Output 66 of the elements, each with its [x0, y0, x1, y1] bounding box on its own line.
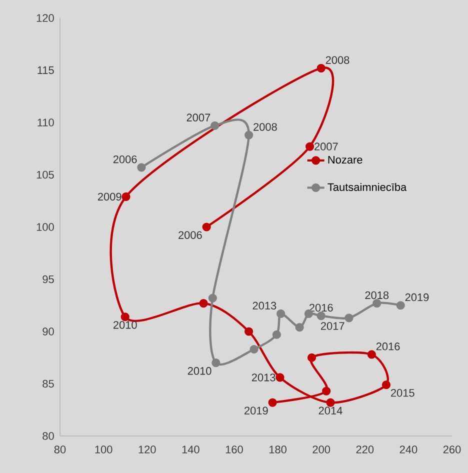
annotation: 2016 — [309, 304, 333, 312]
annotation: 2016 — [376, 342, 400, 350]
point — [268, 398, 277, 407]
point — [244, 130, 254, 140]
y-tick-label: 110 — [38, 118, 54, 126]
annotation: 2006 — [113, 155, 137, 164]
point — [137, 163, 146, 172]
point — [316, 64, 326, 72]
y-tick-label: 95 — [42, 275, 54, 284]
x-tick-label: 140 — [182, 446, 200, 454]
point — [295, 323, 304, 332]
annotation: 2008 — [254, 123, 277, 131]
annotation: 2017 — [320, 322, 344, 330]
annotation: 2006 — [178, 231, 202, 239]
y-tick-label: 100 — [36, 223, 54, 231]
annotation: 2009 — [98, 192, 122, 201]
y-tick-label: 80 — [42, 432, 54, 440]
x-tick-label: 260 — [443, 446, 461, 454]
annotation: 2019 — [405, 293, 429, 302]
point — [208, 294, 217, 302]
x-tick-label: 80 — [54, 446, 66, 454]
x-tick-label: 100 — [95, 446, 112, 454]
point — [344, 314, 354, 322]
annotation: 2014 — [318, 406, 342, 415]
y-tick-label: 120 — [36, 14, 54, 22]
point — [316, 312, 326, 320]
point — [276, 309, 286, 318]
point — [244, 327, 254, 336]
annotation: 2010 — [113, 321, 137, 329]
x-tick-label: 120 — [138, 446, 156, 454]
y-tick-label: 105 — [36, 170, 54, 179]
annotation: 2010 — [188, 367, 212, 375]
annotation: 2007 — [314, 142, 338, 150]
annotation: 2008 — [326, 56, 350, 64]
point — [212, 358, 220, 368]
x-tick-label: 240 — [400, 446, 418, 454]
point — [272, 330, 281, 339]
point — [210, 121, 220, 130]
point — [199, 298, 208, 308]
annotation: 2013 — [252, 374, 276, 382]
y-tick-label: 85 — [42, 380, 54, 388]
y-tick-label: 115 — [38, 66, 54, 74]
point — [396, 301, 405, 310]
point — [202, 222, 211, 232]
point — [122, 192, 130, 201]
annotation: 2015 — [390, 389, 414, 397]
point — [307, 353, 316, 362]
legend-label: Nozare — [328, 156, 362, 164]
x-tick-label: 200 — [312, 446, 330, 454]
point — [382, 380, 391, 390]
point — [250, 344, 258, 354]
annotation: 2018 — [365, 291, 389, 300]
point — [322, 386, 331, 396]
annotation: 2013 — [252, 302, 276, 310]
annotation: 2007 — [186, 114, 210, 122]
legend-label: Tautsaimniecība — [328, 182, 407, 192]
point — [326, 398, 335, 407]
annotation: 2019 — [244, 406, 268, 415]
y-tick-label: 90 — [42, 328, 54, 336]
x-tick-label: 180 — [269, 446, 286, 454]
point — [120, 312, 130, 322]
point — [305, 142, 314, 151]
x-tick-label: 160 — [226, 446, 243, 454]
x-tick-label: 220 — [356, 446, 374, 454]
point — [276, 373, 284, 382]
point — [367, 350, 376, 359]
